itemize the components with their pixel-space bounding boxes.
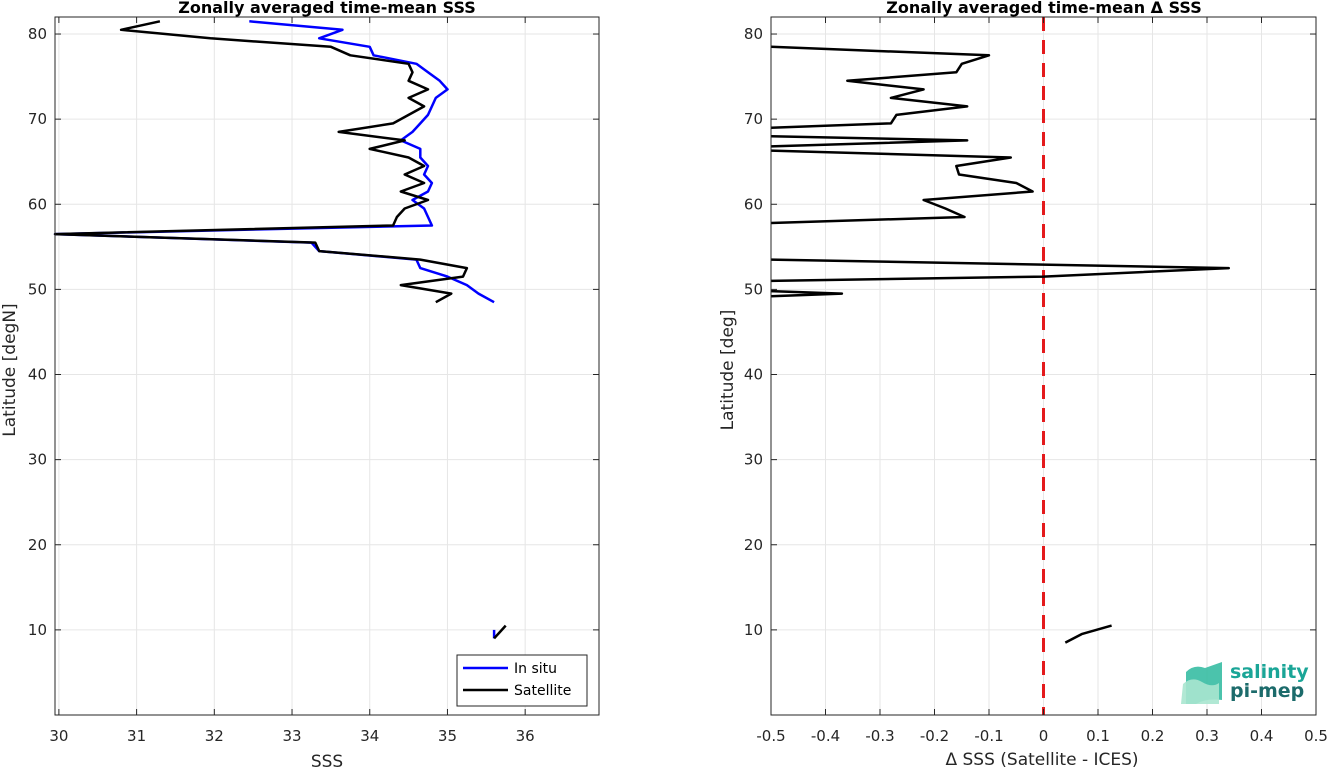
right-series-delta-sss-line xyxy=(770,258,1231,283)
legend-label-in-situ: In situ xyxy=(514,661,557,677)
left-x-axis-label: SSS xyxy=(311,752,343,769)
right-y-axis-label: Latitude [deg] xyxy=(718,310,738,431)
legend-box xyxy=(456,654,588,707)
left-x-tick-label: 36 xyxy=(516,727,535,745)
right-x-tick-label: 0.3 xyxy=(1195,727,1219,745)
left-y-tick-label: 70 xyxy=(28,110,47,128)
right-tick-labels: -0.5 -0.4 -0.3 -0.2 -0.1 0 0.1 0.2 0.3 0.4 0.5 10 20… xyxy=(744,17,1328,745)
right-series-delta-sss-line xyxy=(770,45,991,129)
left-series-satellite-line xyxy=(493,624,507,640)
right-series-delta-sss-line xyxy=(770,289,844,298)
right-chart-title: Zonally averaged time-mean Δ SSS xyxy=(886,0,1202,17)
right-axes: -0.5 -0.4 -0.3 -0.2 -0.1 0 0.1 0.2 0.3 0.4 0.5 10 20… xyxy=(718,0,1328,769)
right-y-tick-label: 30 xyxy=(744,451,763,469)
right-y-tick-label: 20 xyxy=(744,536,763,554)
right-x-tick-label: -0.5 xyxy=(756,727,785,745)
right-y-tick-label: 80 xyxy=(744,25,763,43)
legend-label-satellite: Satellite xyxy=(514,683,571,699)
left-tick-labels: 30 31 32 33 34 35 36 10 20 30 40 50 60 70 80 xyxy=(28,17,599,745)
right-x-tick-label: 0 xyxy=(1039,727,1049,745)
left-y-tick-label: 40 xyxy=(28,366,47,384)
left-series-satellite-line xyxy=(53,20,469,304)
right-x-tick-label: -0.1 xyxy=(974,727,1003,745)
left-x-tick-label: 31 xyxy=(127,727,146,745)
left-y-tick-label: 50 xyxy=(28,280,47,298)
left-x-tick-label: 34 xyxy=(360,727,379,745)
logo-text-line2: pi-mep xyxy=(1230,680,1304,702)
right-y-tick-label: 50 xyxy=(744,280,763,298)
salinity-pi-mep-logo: salinity pi-mep xyxy=(1181,661,1309,704)
left-y-tick-label: 10 xyxy=(28,621,47,639)
right-series-delta-sss-line xyxy=(1064,624,1112,644)
right-x-tick-label: -0.3 xyxy=(865,727,894,745)
right-x-tick-label: 0.5 xyxy=(1304,727,1328,745)
left-x-tick-label: 33 xyxy=(282,727,301,745)
left-y-tick-label: 20 xyxy=(28,536,47,554)
logo-wave-front-icon xyxy=(1181,679,1219,704)
logo-text-line1: salinity xyxy=(1230,661,1309,683)
right-x-tick-label: 0.2 xyxy=(1141,727,1165,745)
left-y-tick-label: 80 xyxy=(28,25,47,43)
legend: In situ Satellite xyxy=(456,654,588,707)
left-grid xyxy=(55,17,599,715)
right-x-tick-label: 0.1 xyxy=(1086,727,1110,745)
left-data-lines xyxy=(53,20,507,640)
left-chart-title: Zonally averaged time-mean SSS xyxy=(178,0,476,17)
right-y-tick-label: 40 xyxy=(744,366,763,384)
left-y-tick-label: 30 xyxy=(28,451,47,469)
right-x-tick-label: -0.4 xyxy=(811,727,840,745)
left-x-tick-label: 35 xyxy=(438,727,457,745)
left-y-axis-label: Latitude [degN] xyxy=(0,303,20,436)
left-plot-area xyxy=(55,17,599,715)
right-y-tick-label: 60 xyxy=(744,195,763,213)
right-x-tick-label: -0.2 xyxy=(920,727,949,745)
right-y-tick-label: 70 xyxy=(744,110,763,128)
right-y-tick-label: 10 xyxy=(744,621,763,639)
right-data-lines xyxy=(770,17,1231,715)
right-series-delta-sss-line xyxy=(770,134,969,148)
left-axes: 30 31 32 33 34 35 36 10 20 30 40 50 60 70 80 Zonally a… xyxy=(0,0,600,769)
left-y-tick-label: 60 xyxy=(28,195,47,213)
left-x-tick-label: 32 xyxy=(205,727,224,745)
left-x-tick-label: 30 xyxy=(49,727,68,745)
right-series-delta-sss-line xyxy=(770,149,1034,225)
right-x-tick-label: 0.4 xyxy=(1250,727,1274,745)
left-axes-box xyxy=(54,16,600,716)
right-x-axis-label: Δ SSS (Satellite - ICES) xyxy=(945,750,1138,769)
